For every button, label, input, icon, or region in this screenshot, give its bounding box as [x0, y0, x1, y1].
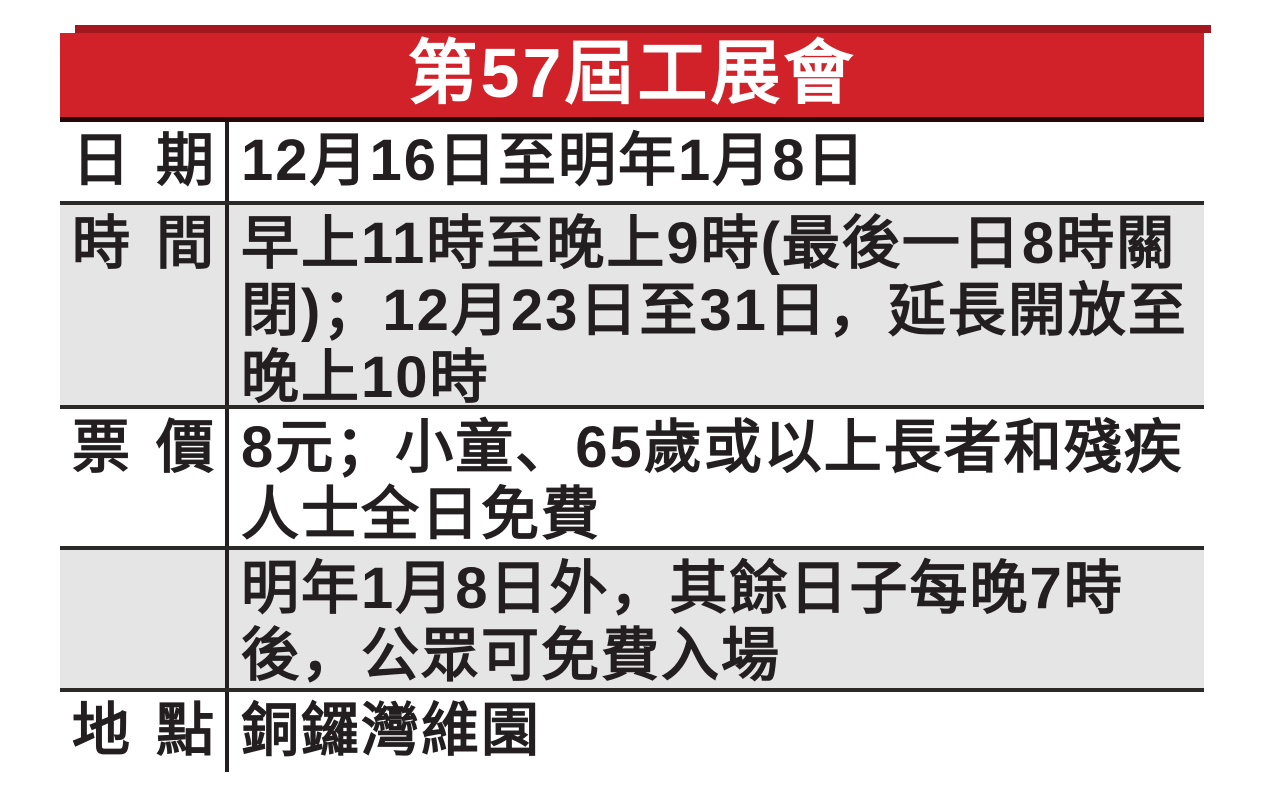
row-content-location: 銅鑼灣維園 [225, 692, 1204, 772]
table-row-price: 票價 8元；小童、65歲或以上長者和殘疾 人士全日免費 [60, 409, 1204, 550]
table-title: 第57屆工展會 [407, 34, 857, 112]
row-label-time: 時間 [72, 211, 241, 276]
row-label-location: 地點 [72, 698, 241, 763]
table-row-location: 地點 銅鑼灣維園 [60, 692, 1204, 772]
table-row-time: 時間 早上11時至晚上9時(最後一日8時關 閉)；12月23日至31日，延長開放… [60, 205, 1204, 409]
header-top-stripe [75, 25, 1211, 33]
row-label-price: 票價 [72, 415, 241, 480]
row-label-free-entry [60, 550, 225, 688]
row-content-free-entry: 明年1月8日外，其餘日子每晚7時 後，公眾可免費入場 [225, 550, 1204, 688]
expo-info-table: 第57屆工展會 日期 12月16日至明年1月8日 時間 早上11時至晚上9時(最… [60, 25, 1211, 772]
row-label-date: 日期 [72, 128, 241, 193]
row-content-time: 早上11時至晚上9時(最後一日8時關 閉)；12月23日至31日，延長開放至 晚… [225, 205, 1204, 405]
row-content-date: 12月16日至明年1月8日 [225, 122, 1204, 201]
table-header: 第57屆工展會 [60, 33, 1204, 122]
row-content-price: 8元；小童、65歲或以上長者和殘疾 人士全日免費 [225, 409, 1204, 546]
table-row-free-entry: 明年1月8日外，其餘日子每晚7時 後，公眾可免費入場 [60, 550, 1204, 692]
table-row-date: 日期 12月16日至明年1月8日 [60, 122, 1204, 205]
